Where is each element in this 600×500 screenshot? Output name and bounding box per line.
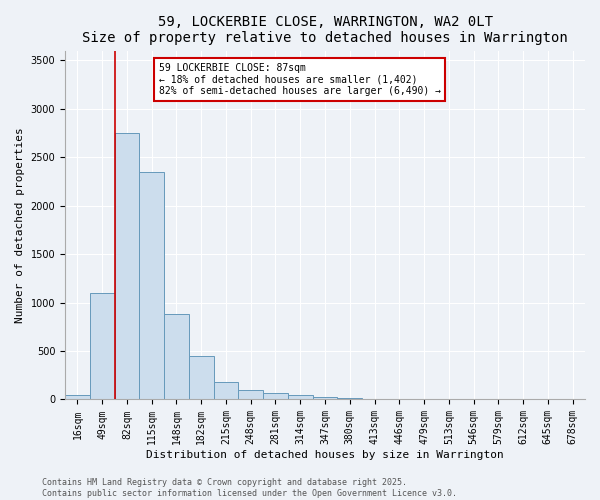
Bar — [189, 356, 214, 400]
Bar — [90, 293, 115, 400]
Bar — [238, 390, 263, 400]
Text: 59 LOCKERBIE CLOSE: 87sqm
← 18% of detached houses are smaller (1,402)
82% of se: 59 LOCKERBIE CLOSE: 87sqm ← 18% of detac… — [158, 62, 440, 96]
Bar — [214, 382, 238, 400]
Bar — [288, 394, 313, 400]
Text: Contains HM Land Registry data © Crown copyright and database right 2025.
Contai: Contains HM Land Registry data © Crown c… — [42, 478, 457, 498]
Bar — [164, 314, 189, 400]
Bar — [115, 133, 139, 400]
Bar — [65, 394, 90, 400]
Bar — [139, 172, 164, 400]
Y-axis label: Number of detached properties: Number of detached properties — [15, 127, 25, 323]
X-axis label: Distribution of detached houses by size in Warrington: Distribution of detached houses by size … — [146, 450, 504, 460]
Bar — [362, 398, 387, 400]
Bar — [313, 396, 337, 400]
Bar — [337, 398, 362, 400]
Bar — [263, 392, 288, 400]
Title: 59, LOCKERBIE CLOSE, WARRINGTON, WA2 0LT
Size of property relative to detached h: 59, LOCKERBIE CLOSE, WARRINGTON, WA2 0LT… — [82, 15, 568, 45]
